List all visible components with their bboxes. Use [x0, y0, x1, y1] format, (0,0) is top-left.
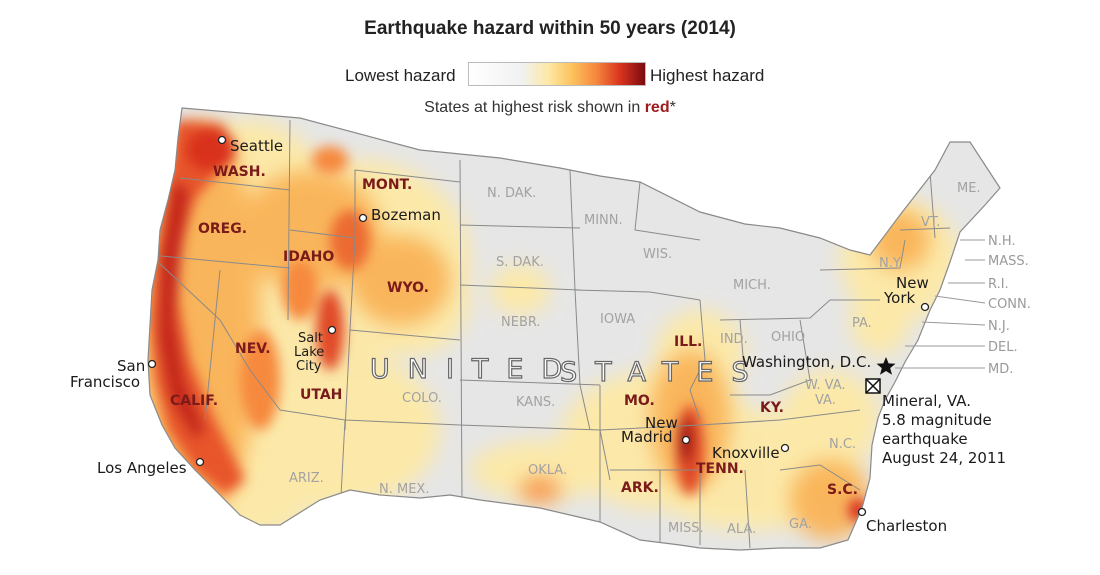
state-label-me: ME. [957, 181, 981, 196]
legend-note: States at highest risk shown in red* [0, 99, 1100, 117]
state-label-ndak: N. DAK. [487, 186, 536, 201]
state-label-calif: CALIF. [170, 393, 218, 409]
city-label-new-madrid-1: New [645, 414, 678, 432]
hazard-legend: Lowest hazard Highest hazard [0, 62, 1100, 88]
state-label-tenn: TENN. [696, 461, 744, 477]
city-label-los-angeles: Los Angeles [97, 459, 187, 477]
city-marker-charleston [857, 507, 867, 517]
city-label-new-york-1: New [896, 274, 929, 292]
city-label-seattle: Seattle [230, 137, 283, 155]
state-label-mich: MICH. [733, 278, 771, 293]
state-label-minn: MINN. [584, 213, 623, 228]
state-label-del: DEL. [988, 340, 1018, 355]
state-label-md: MD. [988, 362, 1013, 377]
city-label-salt-lake-3: City [296, 359, 322, 374]
city-marker-seattle [217, 135, 227, 145]
city-label-new-madrid-2: Madrid [621, 428, 673, 446]
note-prefix: States at highest risk shown in [424, 99, 645, 116]
state-label-iowa: IOWA [600, 312, 635, 327]
state-label-colo: COLO. [402, 391, 442, 406]
state-label-idaho: IDAHO [283, 249, 334, 265]
country-label-united: UNITED [370, 354, 580, 385]
quake-annotation-line4: August 24, 2011 [882, 449, 1006, 467]
state-label-nebr: NEBR. [501, 315, 541, 330]
city-marker-san-francisco [147, 359, 157, 369]
legend-high-label: Highest hazard [650, 66, 765, 85]
state-label-ri: R.I. [988, 277, 1009, 292]
state-label-nev: NEV. [235, 341, 271, 357]
city-label-san-francisco-2: Francisco [70, 373, 140, 391]
state-label-okla: OKLA. [528, 463, 567, 478]
state-label-nmex: N. MEX. [379, 482, 429, 497]
city-marker-los-angeles [195, 457, 205, 467]
state-label-sc: S.C. [827, 482, 858, 498]
quake-annotation-line1: Mineral, VA. [882, 392, 971, 410]
hazard-overlay [148, 120, 960, 540]
state-label-ky: KY. [760, 400, 784, 416]
city-label-knoxville: Knoxville [712, 444, 780, 462]
city-marker-salt-lake [327, 325, 337, 335]
state-borders [149, 119, 951, 549]
city-marker-new-madrid [681, 435, 691, 445]
legend-color-ramp [468, 62, 646, 86]
city-label-san-francisco-1: San [117, 357, 145, 375]
city-label-washington-dc: Washington, D.C. [742, 353, 871, 371]
state-label-vt: VT. [921, 215, 940, 230]
city-label-bozeman: Bozeman [371, 206, 441, 224]
country-label-states: STATES [560, 357, 767, 388]
state-label-ga: GA. [789, 517, 812, 532]
legend-low-label: Lowest hazard [345, 66, 456, 85]
note-red-word: red [644, 99, 670, 116]
quake-annotation-line2: 5.8 magnitude [882, 411, 992, 429]
state-label-wyo: WYO. [387, 280, 429, 296]
state-label-mass: MASS. [988, 254, 1029, 269]
star-icon [876, 357, 896, 375]
city-label-salt-lake-1: Salt [298, 331, 323, 346]
state-label-wash: WASH. [213, 164, 266, 180]
state-label-nc: N.C. [829, 437, 856, 452]
state-label-wva: W. VA. [805, 378, 846, 393]
map-title: Earthquake hazard within 50 years (2014) [364, 18, 736, 39]
city-markers [147, 135, 930, 517]
state-label-ill: ILL. [674, 334, 702, 350]
quake-annotation-line3: earthquake [882, 430, 968, 448]
city-marker-bozeman [358, 213, 368, 223]
city-label-charleston: Charleston [866, 517, 947, 535]
state-label-pa: PA. [852, 316, 872, 331]
state-label-wis: WIS. [643, 247, 672, 262]
state-label-nh: N.H. [988, 234, 1016, 249]
state-label-nj: N.J. [988, 319, 1010, 334]
state-label-ny: N.Y. [879, 256, 902, 271]
state-label-ark: ARK. [621, 480, 659, 496]
state-label-sdak: S. DAK. [496, 255, 544, 270]
state-label-conn: CONN. [988, 297, 1031, 312]
state-label-ariz: ARIZ. [289, 471, 324, 486]
state-label-utah: UTAH [300, 387, 342, 403]
city-label-salt-lake-2: Lake [294, 345, 324, 360]
state-label-mont: MONT. [362, 177, 412, 193]
city-marker-knoxville [780, 443, 790, 453]
city-label-new-york-2: York [883, 289, 916, 307]
state-label-ohio: OHIO [771, 330, 805, 345]
city-marker-new-york [920, 302, 930, 312]
state-label-kans: KANS. [516, 395, 555, 410]
earthquake-epicenter-icon [865, 378, 881, 394]
state-label-ind: IND. [720, 332, 748, 347]
state-label-mo: MO. [624, 393, 655, 409]
state-label-miss: MISS. [668, 521, 704, 536]
state-label-ala: ALA. [727, 522, 756, 537]
state-label-oreg: OREG. [198, 221, 247, 237]
state-label-va: VA. [815, 393, 836, 408]
note-suffix: * [669, 99, 676, 116]
northeast-leader-lines [895, 239, 986, 369]
